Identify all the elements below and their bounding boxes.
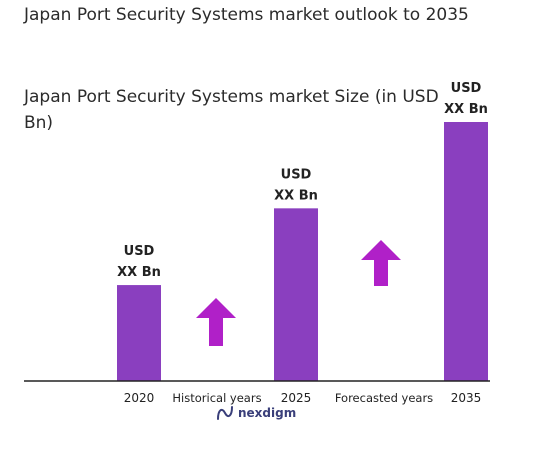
data-label-2035-line-2: XX Bn: [444, 102, 488, 117]
annotation-historical: Historical years: [172, 391, 261, 405]
tick-label-2035: 2035: [451, 391, 482, 405]
chart-subtitle: Japan Port Security Systems market Size …: [24, 87, 439, 133]
bar-2035: [444, 122, 488, 381]
bar-2025: [274, 208, 318, 381]
up-arrow-icon: [196, 298, 236, 346]
tick-label-2025: 2025: [281, 391, 312, 405]
bar-2020: [117, 285, 161, 381]
brand-logo: nexdigm: [216, 402, 296, 424]
data-label-2025-line-1: USD: [281, 167, 312, 182]
page-title: Japan Port Security Systems market outlo…: [24, 5, 469, 25]
up-arrow-icon: [361, 240, 401, 286]
data-label-2035-line-1: USD: [451, 81, 482, 96]
data-label-2020-line-2: XX Bn: [117, 265, 161, 280]
data-label-2020-line-1: USD: [124, 244, 155, 259]
tick-label-2020: 2020: [124, 391, 155, 405]
annotation-forecasted: Forecasted years: [335, 391, 433, 405]
nexdigm-logo-icon: [217, 406, 233, 420]
brand-name: nexdigm: [238, 406, 297, 420]
data-label-2025-line-2: XX Bn: [274, 188, 318, 203]
